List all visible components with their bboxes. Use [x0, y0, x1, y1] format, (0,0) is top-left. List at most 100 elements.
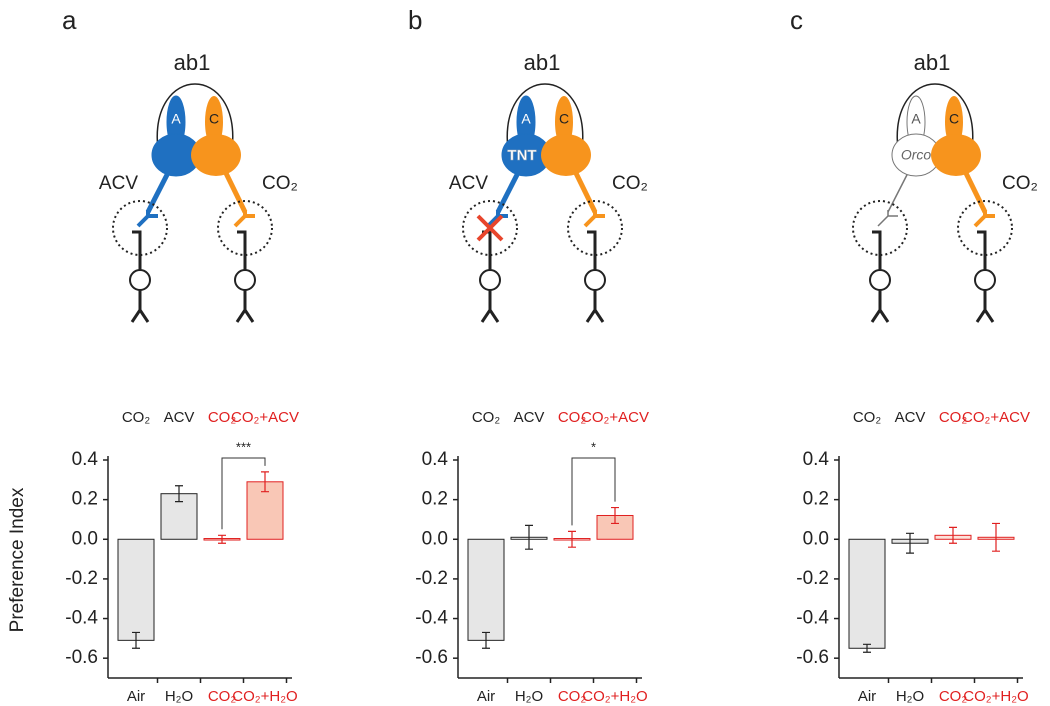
- y-tick-label: 0.0: [803, 528, 829, 549]
- neuron-a-label: A: [521, 111, 531, 127]
- axon-terminal: [973, 210, 995, 228]
- y-tick-label: 0.2: [803, 489, 829, 510]
- error-bar: [863, 643, 871, 653]
- x-tick-label: CO₂+H₂O: [232, 688, 297, 705]
- projection-soma: [869, 269, 891, 291]
- neuron-a-label: A: [171, 111, 181, 127]
- significance-label: *: [591, 439, 596, 454]
- neuron-c-label: C: [559, 111, 569, 127]
- error-bar: [175, 485, 183, 503]
- stimulus-label: CO₂+ACV: [581, 409, 649, 426]
- left-odor: ACV: [99, 173, 138, 194]
- error-bar: [261, 471, 269, 493]
- significance-label: ***: [236, 439, 251, 454]
- projection-neuron: [235, 230, 255, 323]
- y-tick-label: -0.4: [796, 608, 829, 629]
- glomerulus: [567, 200, 623, 256]
- glomerulus: [462, 200, 518, 256]
- right-odor: CO₂: [1002, 173, 1038, 194]
- stimulus-label: ACV: [164, 409, 195, 426]
- significance-bracket: [571, 457, 616, 526]
- y-tick-label: 0.0: [72, 528, 98, 549]
- sensillum-label: ab1: [174, 50, 211, 75]
- axon-terminal: [583, 210, 605, 228]
- glomerulus: [957, 200, 1013, 256]
- axon-terminal: [877, 210, 898, 227]
- x-tick-label: H₂O: [896, 688, 924, 705]
- y-tick-label: 0.4: [72, 449, 99, 470]
- y-tick-label: 0.4: [422, 449, 449, 470]
- neuron-c-label: C: [949, 111, 959, 127]
- y-tick-label: 0.0: [422, 528, 448, 549]
- y-tick-label: -0.4: [415, 608, 448, 629]
- projection-neuron: [585, 230, 605, 323]
- error-bar: [525, 524, 533, 550]
- x-tick-label: Air: [477, 688, 495, 705]
- projection-neuron: [870, 230, 890, 323]
- projection-neuron: [130, 230, 150, 323]
- neuron-c-body: [191, 134, 241, 176]
- neuron-c-body: [541, 134, 591, 176]
- sensillum-outline: [506, 83, 584, 151]
- right-odor: CO₂: [612, 173, 648, 194]
- y-tick-label: -0.4: [65, 608, 98, 629]
- error-bar: [482, 631, 490, 649]
- projection-soma: [974, 269, 996, 291]
- error-bar: [132, 631, 140, 649]
- y-tick-label: -0.6: [65, 647, 98, 668]
- stimulus-label: CO₂+ACV: [231, 409, 299, 426]
- bar: [848, 538, 886, 649]
- error-bar: [218, 534, 226, 544]
- x-tick-label: Air: [858, 688, 876, 705]
- panel-letter: a: [62, 5, 77, 35]
- projection-soma: [129, 269, 151, 291]
- x-tick-label: H₂O: [165, 688, 193, 705]
- right-odor: CO₂: [262, 173, 298, 194]
- stimulus-label: ACV: [514, 409, 545, 426]
- tnt-label: TNT: [507, 147, 536, 164]
- error-bar: [906, 532, 914, 554]
- x-tick-label: CO₂: [208, 688, 237, 705]
- stimulus-label: CO₂: [208, 409, 237, 426]
- y-tick-label: -0.2: [796, 568, 829, 589]
- y-tick-label: 0.2: [72, 489, 98, 510]
- stimulus-label: CO₂: [122, 409, 151, 426]
- x-tick-label: CO₂: [939, 688, 968, 705]
- y-tick-label: 0.4: [803, 449, 830, 470]
- y-tick-label: -0.6: [415, 647, 448, 668]
- x-tick-label: CO₂: [558, 688, 587, 705]
- y-tick-label: -0.2: [415, 568, 448, 589]
- axon-terminal: [136, 210, 158, 228]
- glomerulus: [852, 200, 908, 256]
- bar: [117, 538, 155, 641]
- panel-letter: b: [408, 5, 422, 35]
- y-tick-label: -0.2: [65, 568, 98, 589]
- stimulus-label: CO₂+ACV: [962, 409, 1030, 426]
- y-tick-label: -0.6: [796, 647, 829, 668]
- block-mark: [476, 214, 504, 242]
- stimulus-label: CO₂: [558, 409, 587, 426]
- stimulus-label: CO₂: [853, 409, 882, 426]
- neuron-c-label: C: [209, 111, 219, 127]
- error-bar: [611, 506, 619, 525]
- significance-bracket: [221, 457, 266, 530]
- axon-terminal: [486, 210, 508, 228]
- left-odor: ACV: [449, 173, 488, 194]
- y-tick-label: 0.2: [422, 489, 448, 510]
- y-axis-label: Preference Index: [7, 487, 28, 632]
- sensillum-outline: [156, 83, 234, 151]
- stimulus-label: CO₂: [472, 409, 501, 426]
- x-tick-label: CO₂+H₂O: [582, 688, 647, 705]
- projection-soma: [234, 269, 256, 291]
- axon-terminal: [233, 210, 255, 228]
- projection-neuron: [975, 230, 995, 323]
- error-bar: [568, 530, 576, 548]
- projection-soma: [479, 269, 501, 291]
- error-bar: [992, 522, 1000, 552]
- neuron-c-body: [931, 134, 981, 176]
- stimulus-label: CO₂: [939, 409, 968, 426]
- glomerulus: [217, 200, 273, 256]
- stimulus-label: ACV: [895, 409, 926, 426]
- x-tick-label: H₂O: [515, 688, 543, 705]
